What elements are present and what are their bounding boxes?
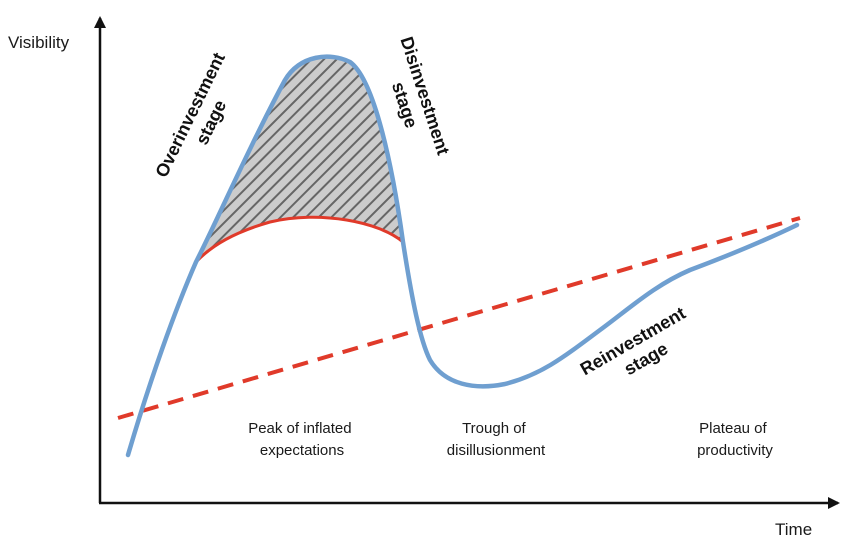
trough-phase-label: Trough of disillusionment: [447, 420, 546, 459]
peak-phase-line-2: expectations: [260, 442, 344, 459]
y-axis-label: Visibility: [8, 33, 70, 52]
trough-phase-line-1: Trough of: [462, 420, 526, 437]
realistic-expectation-curve: [194, 215, 404, 264]
x-axis-label: Time: [775, 520, 812, 539]
plateau-phase-line-2: productivity: [697, 442, 773, 459]
peak-phase-label: Peak of inflated expectations: [248, 420, 356, 459]
overinvestment-hatched-area: [196, 56, 403, 262]
hype-cycle-curve: [125, 54, 800, 458]
peak-phase-line-1: Peak of inflated: [248, 420, 351, 437]
dashed-trend-line: [117, 216, 801, 420]
reinvestment-stage-label: Reinvestment stage: [577, 300, 705, 398]
trough-phase-line-2: disillusionment: [447, 442, 546, 459]
overinvestment-stage-label: Overinvestment stage: [151, 45, 251, 190]
plateau-phase-label: Plateau of productivity: [697, 420, 773, 459]
plateau-phase-line-1: Plateau of: [699, 420, 767, 437]
